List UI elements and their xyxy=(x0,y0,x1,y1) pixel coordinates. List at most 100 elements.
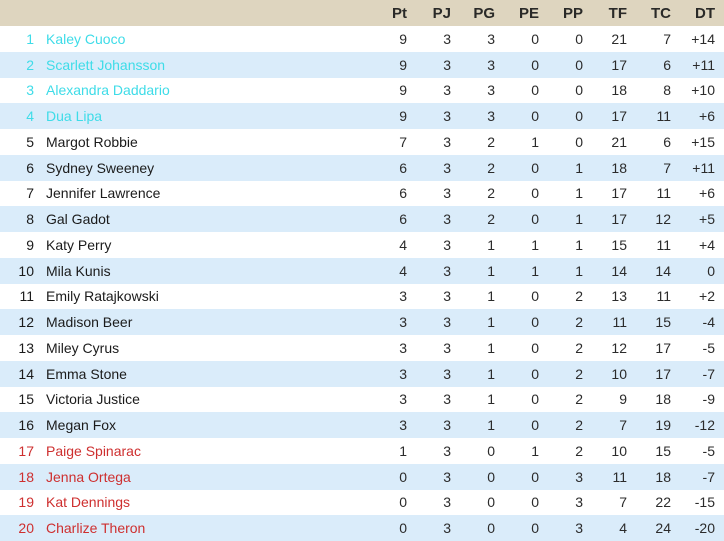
stat-pp-cell: 0 xyxy=(575,133,583,150)
stat-pt-cell: 6 xyxy=(399,211,407,228)
rank-cell: 10 xyxy=(18,262,34,279)
stat-pp-cell: 2 xyxy=(575,417,583,434)
stat-dt-cell: +2 xyxy=(699,288,715,305)
stat-pj-cell: 3 xyxy=(443,468,451,485)
table-row[interactable]: 4 Dua Lipa 9 3 3 0 0 17 11 +6 xyxy=(0,103,724,129)
stat-pt-cell: 3 xyxy=(399,391,407,408)
table-row[interactable]: 18 Jenna Ortega 0 3 0 0 3 11 18 -7 xyxy=(0,463,724,490)
table-row[interactable]: 16 Megan Fox 3 3 1 0 2 7 19 -12 xyxy=(0,412,724,438)
table-row[interactable]: 6 Sydney Sweeney 6 3 2 0 1 18 7 +11 xyxy=(0,154,724,181)
stat-pp-cell: 2 xyxy=(575,288,583,305)
stat-pe-cell: 0 xyxy=(531,365,539,382)
stat-tf-cell: 7 xyxy=(619,417,627,434)
stat-pe-cell: 1 xyxy=(531,442,539,459)
stat-pj-cell: 3 xyxy=(443,159,451,176)
table-row[interactable]: 8 Gal Gadot 6 3 2 0 1 17 12 +5 xyxy=(0,206,724,232)
stat-pg-cell: 1 xyxy=(487,365,495,382)
stat-tc-cell: 6 xyxy=(663,133,671,150)
stat-pp-cell: 3 xyxy=(575,494,583,511)
header-col-dt: DT xyxy=(695,4,715,22)
stat-tf-cell: 18 xyxy=(611,159,627,176)
table-row[interactable]: 12 Madison Beer 3 3 1 0 2 11 15 -4 xyxy=(0,309,724,335)
stat-dt-cell: +6 xyxy=(699,108,715,125)
player-name: Emma Stone xyxy=(46,365,127,382)
stat-pg-cell: 0 xyxy=(487,520,495,537)
stat-pe-cell: 0 xyxy=(531,56,539,73)
table-row[interactable]: 3 Alexandra Daddario 9 3 3 0 0 18 8 +10 xyxy=(0,77,724,104)
player-name: Dua Lipa xyxy=(46,108,103,125)
stat-pg-cell: 3 xyxy=(487,56,495,73)
table-row[interactable]: 2 Scarlett Johansson 9 3 3 0 0 17 6 +11 xyxy=(0,51,724,78)
table-row[interactable]: 13 Miley Cyrus 3 3 1 0 2 12 17 -5 xyxy=(0,335,724,361)
stat-dt-cell: -9 xyxy=(702,391,715,408)
stat-pp-cell: 0 xyxy=(575,56,583,73)
stat-pe-cell: 1 xyxy=(531,133,539,150)
stat-pg-cell: 1 xyxy=(487,417,495,434)
stat-tc-cell: 11 xyxy=(656,185,671,202)
table-row[interactable]: 17 Paige Spinarac 1 3 0 1 2 10 15 -5 xyxy=(0,438,724,464)
stat-pt-cell: 6 xyxy=(399,185,407,202)
stat-pe-cell: 0 xyxy=(531,520,539,537)
header-col-pj: PJ xyxy=(432,4,451,22)
stat-tf-cell: 11 xyxy=(612,314,627,331)
header-col-tf: TF xyxy=(608,4,627,22)
stat-pp-cell: 1 xyxy=(575,185,583,202)
table-row[interactable]: 11 Emily Ratajkowski 3 3 1 0 2 13 11 +2 xyxy=(0,283,724,310)
rank-cell: 2 xyxy=(26,56,34,73)
rank-cell: 14 xyxy=(18,365,34,382)
stat-pe-cell: 0 xyxy=(531,159,539,176)
stat-pg-cell: 3 xyxy=(487,30,495,47)
stat-pe-cell: 0 xyxy=(531,391,539,408)
rank-cell: 6 xyxy=(26,159,34,176)
table-row[interactable]: 19 Kat Dennings 0 3 0 0 3 7 22 -15 xyxy=(0,489,724,516)
stat-tc-cell: 7 xyxy=(663,159,671,176)
stat-dt-cell: -20 xyxy=(694,520,715,537)
stat-dt-cell: +10 xyxy=(691,82,715,99)
stat-pg-cell: 1 xyxy=(487,262,495,279)
stat-pp-cell: 1 xyxy=(575,159,583,176)
stat-tf-cell: 11 xyxy=(612,468,627,485)
stat-pj-cell: 3 xyxy=(443,262,451,279)
stat-pj-cell: 3 xyxy=(443,133,451,150)
table-row[interactable]: 9 Katy Perry 4 3 1 1 1 15 11 +4 xyxy=(0,232,724,258)
stat-pt-cell: 4 xyxy=(399,236,407,253)
stat-tc-cell: 7 xyxy=(663,30,671,47)
table-row[interactable]: 7 Jennifer Lawrence 6 3 2 0 1 17 11 +6 xyxy=(0,180,724,207)
rank-cell: 18 xyxy=(18,468,34,485)
stat-dt-cell: -5 xyxy=(702,442,715,459)
stat-dt-cell: -4 xyxy=(702,314,715,331)
table-row[interactable]: 20 Charlize Theron 0 3 0 0 3 4 24 -20 xyxy=(0,515,724,541)
stat-tf-cell: 10 xyxy=(611,365,627,382)
stat-tf-cell: 14 xyxy=(611,262,627,279)
table-row[interactable]: 1 Kaley Cuoco 9 3 3 0 0 21 7 +14 xyxy=(0,26,724,52)
stat-pg-cell: 2 xyxy=(487,159,495,176)
stat-dt-cell: 0 xyxy=(707,262,715,279)
stat-pj-cell: 3 xyxy=(443,442,451,459)
rank-cell: 3 xyxy=(26,82,34,99)
stat-pg-cell: 1 xyxy=(487,391,495,408)
table-row[interactable]: 15 Victoria Justice 3 3 1 0 2 9 18 -9 xyxy=(0,386,724,413)
player-name: Kaley Cuoco xyxy=(46,30,126,47)
stat-pt-cell: 3 xyxy=(399,288,407,305)
stat-pp-cell: 2 xyxy=(575,339,583,356)
rank-cell: 12 xyxy=(18,314,34,331)
stat-pg-cell: 3 xyxy=(487,82,495,99)
player-name: Miley Cyrus xyxy=(46,339,120,356)
stat-pg-cell: 2 xyxy=(487,185,495,202)
player-name: Jennifer Lawrence xyxy=(46,185,161,202)
table-row[interactable]: 14 Emma Stone 3 3 1 0 2 10 17 -7 xyxy=(0,360,724,387)
stat-dt-cell: -15 xyxy=(694,494,715,511)
table-row[interactable]: 5 Margot Robbie 7 3 2 1 0 21 6 +15 xyxy=(0,129,724,155)
stat-tc-cell: 17 xyxy=(655,365,671,382)
stat-pj-cell: 3 xyxy=(443,288,451,305)
stat-tf-cell: 17 xyxy=(611,211,627,228)
table-row[interactable]: 10 Mila Kunis 4 3 1 1 1 14 14 0 xyxy=(0,257,724,284)
stat-tc-cell: 12 xyxy=(655,211,671,228)
stat-tc-cell: 17 xyxy=(655,339,671,356)
stat-pg-cell: 0 xyxy=(487,442,495,459)
stat-tf-cell: 13 xyxy=(611,288,627,305)
stat-tc-cell: 11 xyxy=(656,108,671,125)
stat-tf-cell: 17 xyxy=(611,108,627,125)
stat-pp-cell: 3 xyxy=(575,520,583,537)
